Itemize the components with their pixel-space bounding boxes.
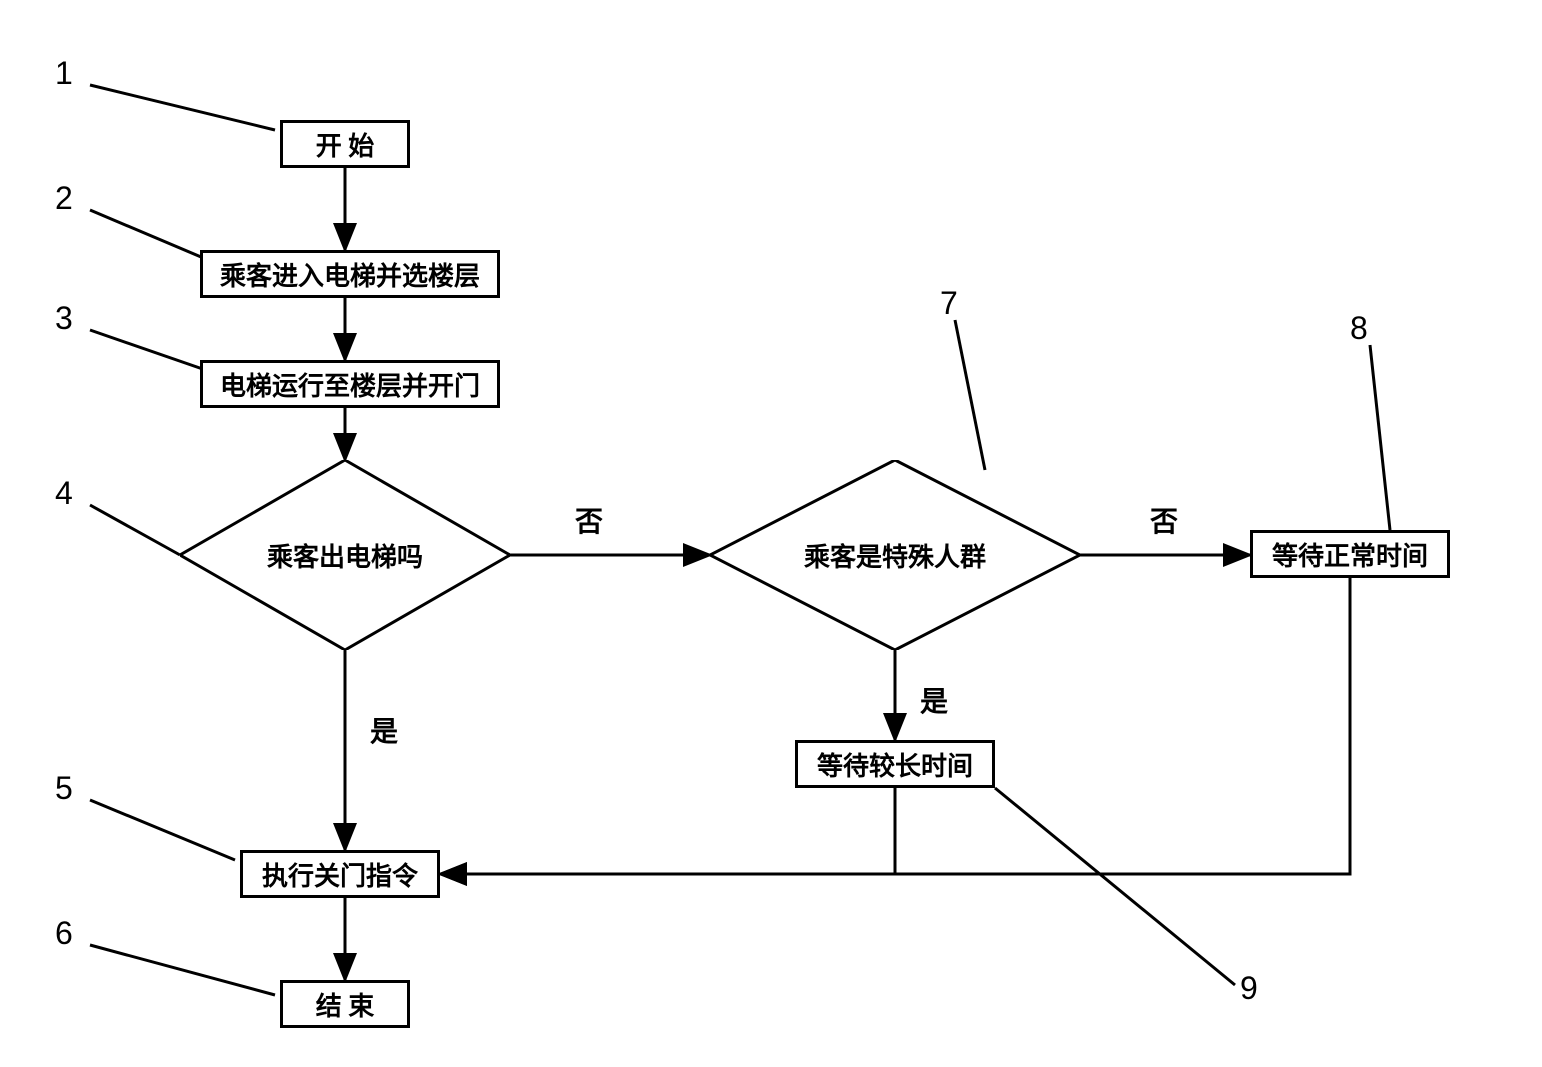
number-label-3: 3 [55,300,73,337]
number-label-9: 9 [1240,970,1258,1007]
edge-label-4-7: 否 [575,500,603,540]
leader-8 [1370,345,1390,530]
node-special-group-label: 乘客是特殊人群 [804,537,986,574]
number-label-6: 6 [55,915,73,952]
node-end: 结 束 [280,980,410,1028]
number-label-8: 8 [1350,310,1368,347]
number-label-2: 2 [55,180,73,217]
leader-9 [995,788,1235,985]
node-wait-long: 等待较长时间 [795,740,995,788]
edge-label-4-5: 是 [370,710,398,750]
edge-9-5 [440,788,895,874]
node-run-to-floor-label: 电梯运行至楼层并开门 [220,366,480,403]
node-start: 开 始 [280,120,410,168]
number-label-5: 5 [55,770,73,807]
number-label-4: 4 [55,475,73,512]
node-passenger-exit: 乘客出电梯吗 [180,460,510,650]
node-special-group: 乘客是特殊人群 [710,460,1080,650]
number-label-7: 7 [940,285,958,322]
node-wait-long-label: 等待较长时间 [817,746,973,783]
node-execute-close: 执行关门指令 [240,850,440,898]
node-execute-close-label: 执行关门指令 [262,856,418,893]
node-run-to-floor: 电梯运行至楼层并开门 [200,360,500,408]
leader-1 [90,85,275,130]
leader-5 [90,800,235,860]
leader-4 [90,505,180,555]
leader-6 [90,945,275,995]
node-passenger-exit-label: 乘客出电梯吗 [267,537,423,574]
edge-label-7-9: 是 [920,680,948,720]
flowchart-canvas: 开 始 乘客进入电梯并选楼层 电梯运行至楼层并开门 执行关门指令 结 束 等待正… [0,0,1542,1067]
node-start-label: 开 始 [316,126,375,163]
leader-7 [955,320,985,470]
node-end-label: 结 束 [316,986,375,1023]
node-enter-elevator: 乘客进入电梯并选楼层 [200,250,500,298]
node-wait-normal: 等待正常时间 [1250,530,1450,578]
node-enter-elevator-label: 乘客进入电梯并选楼层 [220,256,480,293]
node-wait-normal-label: 等待正常时间 [1272,536,1428,573]
number-label-1: 1 [55,55,73,92]
edge-label-7-8: 否 [1150,500,1178,540]
